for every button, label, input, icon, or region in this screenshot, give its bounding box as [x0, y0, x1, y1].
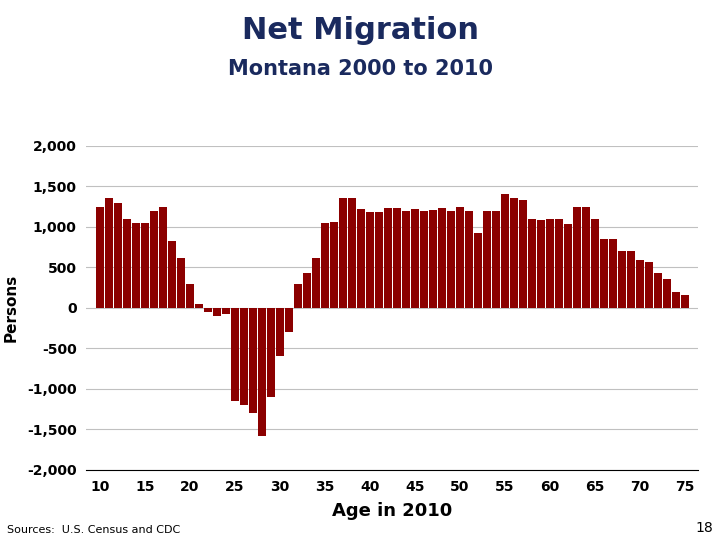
- Bar: [546, 219, 554, 308]
- Bar: [195, 303, 203, 308]
- Bar: [339, 198, 347, 308]
- Bar: [276, 308, 284, 356]
- Bar: [456, 207, 464, 308]
- Bar: [573, 206, 581, 308]
- Text: 18: 18: [695, 521, 713, 535]
- Bar: [681, 295, 689, 308]
- Bar: [600, 239, 608, 308]
- Bar: [150, 211, 158, 308]
- Bar: [258, 308, 266, 436]
- Bar: [420, 211, 428, 308]
- Text: Montana 2000 to 2010: Montana 2000 to 2010: [228, 59, 492, 79]
- Bar: [231, 308, 239, 401]
- Bar: [591, 219, 599, 308]
- Bar: [663, 279, 671, 308]
- Bar: [429, 210, 437, 308]
- Text: Sources:  U.S. Census and CDC: Sources: U.S. Census and CDC: [7, 524, 181, 535]
- Bar: [204, 308, 212, 312]
- Bar: [96, 206, 104, 308]
- Bar: [474, 233, 482, 308]
- Bar: [510, 198, 518, 308]
- Bar: [582, 206, 590, 308]
- Bar: [627, 251, 635, 308]
- Bar: [645, 261, 653, 308]
- Bar: [357, 209, 365, 308]
- Bar: [447, 211, 455, 308]
- Bar: [492, 211, 500, 308]
- Bar: [303, 273, 311, 308]
- Bar: [375, 212, 383, 308]
- Bar: [411, 209, 419, 308]
- Y-axis label: Persons: Persons: [4, 274, 19, 342]
- Bar: [213, 308, 221, 316]
- Bar: [240, 308, 248, 405]
- Bar: [564, 225, 572, 308]
- Bar: [321, 222, 329, 308]
- Bar: [519, 200, 527, 308]
- Bar: [654, 273, 662, 308]
- Bar: [672, 292, 680, 308]
- Bar: [609, 239, 617, 308]
- Bar: [132, 222, 140, 308]
- Bar: [312, 258, 320, 308]
- Bar: [123, 219, 131, 308]
- Bar: [168, 241, 176, 308]
- X-axis label: Age in 2010: Age in 2010: [332, 502, 453, 520]
- Bar: [114, 202, 122, 308]
- Bar: [528, 219, 536, 308]
- Text: Net Migration: Net Migration: [241, 16, 479, 45]
- Bar: [285, 308, 293, 332]
- Bar: [465, 211, 473, 308]
- Bar: [555, 219, 563, 308]
- Bar: [294, 284, 302, 308]
- Bar: [267, 308, 275, 397]
- Bar: [366, 212, 374, 308]
- Bar: [159, 206, 167, 308]
- Bar: [636, 260, 644, 308]
- Bar: [348, 198, 356, 308]
- Bar: [222, 308, 230, 314]
- Bar: [393, 208, 401, 308]
- Bar: [384, 208, 392, 308]
- Bar: [330, 222, 338, 308]
- Bar: [483, 211, 491, 308]
- Bar: [105, 198, 113, 308]
- Bar: [177, 258, 185, 308]
- Bar: [501, 194, 509, 308]
- Bar: [249, 308, 257, 413]
- Bar: [438, 208, 446, 308]
- Bar: [537, 220, 545, 308]
- Bar: [618, 251, 626, 308]
- Bar: [186, 284, 194, 308]
- Bar: [402, 211, 410, 308]
- Bar: [141, 222, 149, 308]
